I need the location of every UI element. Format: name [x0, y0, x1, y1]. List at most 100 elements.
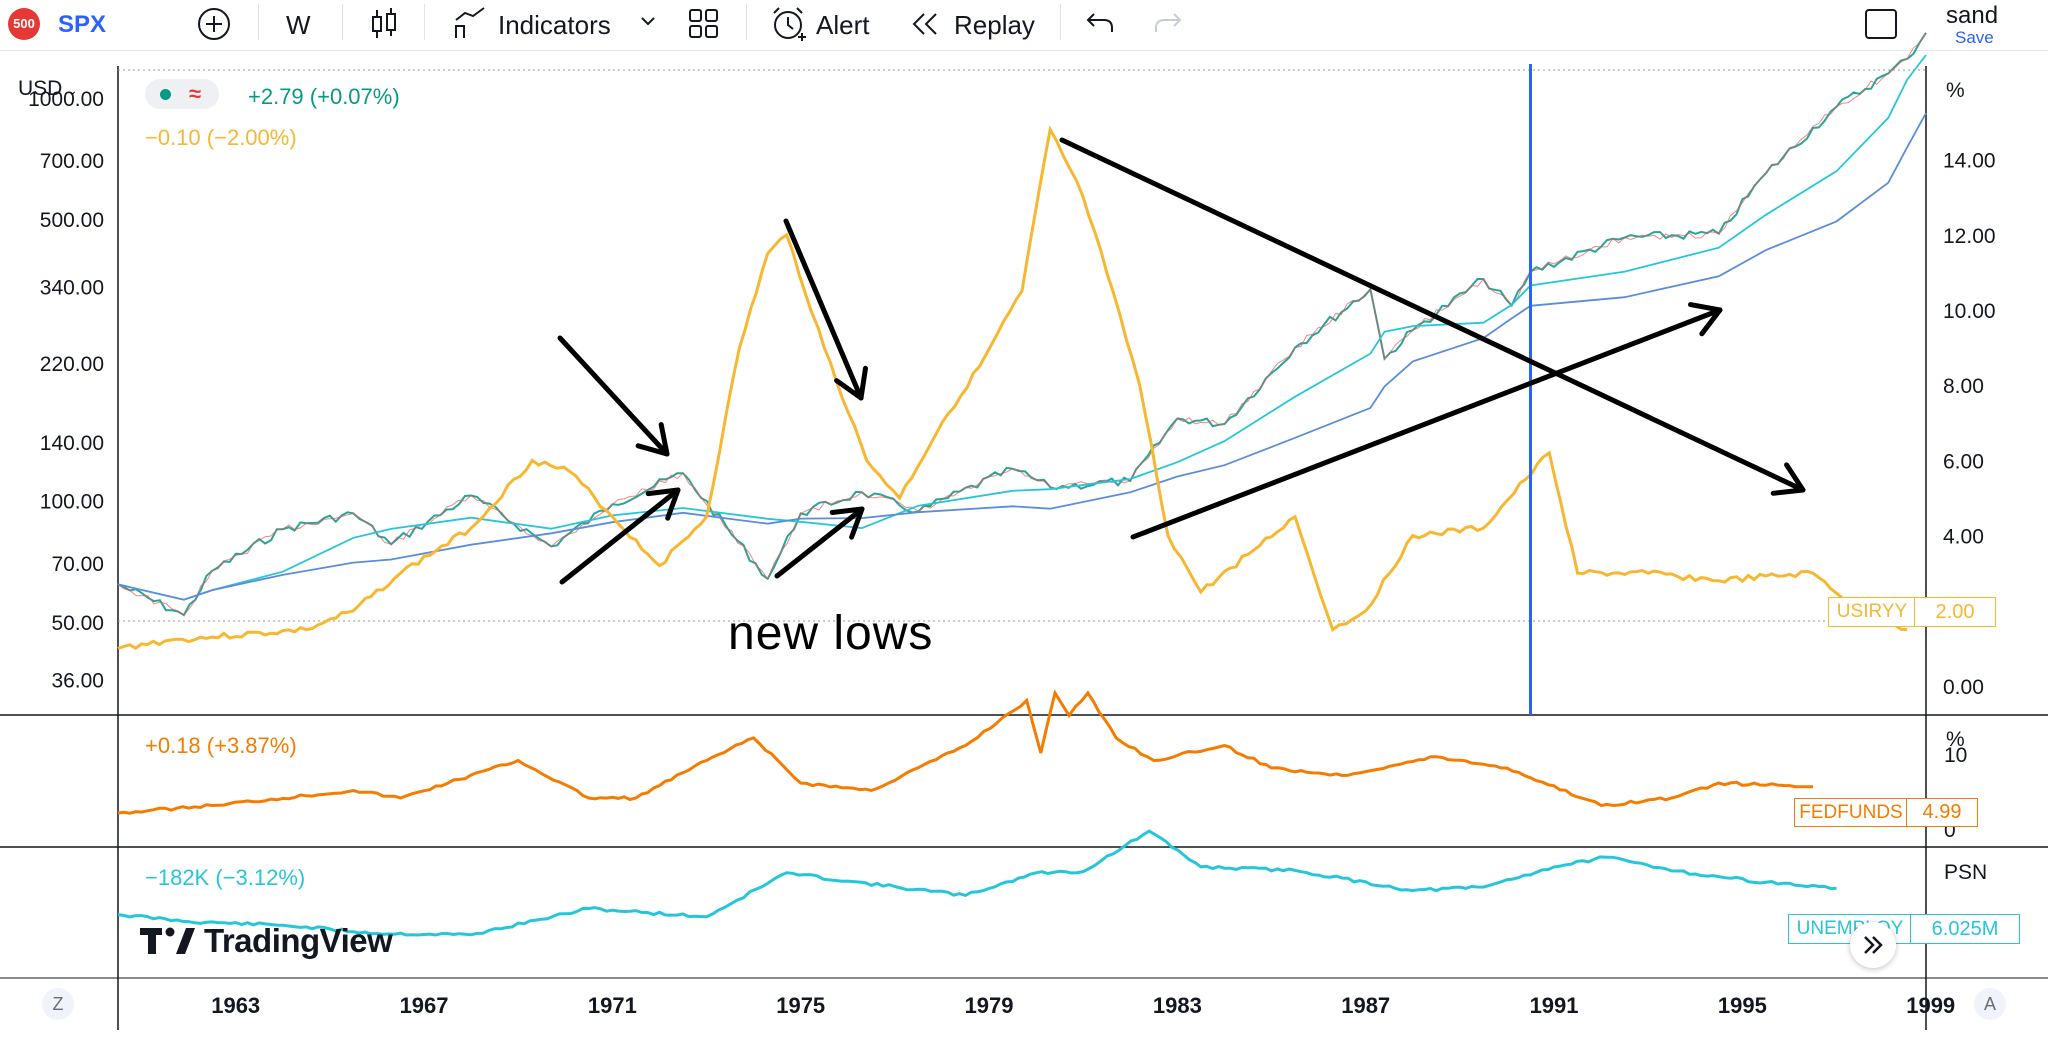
- chevron-down-icon: ⌄: [62, 82, 78, 98]
- undo-icon[interactable]: [1084, 10, 1116, 38]
- annotation-arrow: [783, 218, 864, 401]
- usiryy-tag-value: 2.00: [1935, 601, 1975, 623]
- replay-button[interactable]: Replay: [954, 10, 1035, 40]
- time-axis-tick-label: 1983: [1153, 993, 1202, 1018]
- zoom-z-button[interactable]: Z: [42, 988, 74, 1020]
- candlestick-icon[interactable]: [368, 6, 400, 42]
- chevron-down-icon[interactable]: [640, 16, 656, 28]
- right-axis-tick-label: 4.00: [1943, 526, 1984, 549]
- fedfunds-change: +0.18 (+3.87%): [145, 733, 297, 758]
- unemploy-line: [117, 829, 1837, 937]
- left-axis-tick-label: 50.00: [51, 612, 104, 635]
- unemploy-change: −182K (−3.12%): [145, 865, 306, 890]
- right-axis-tick-label: 8.00: [1943, 375, 1984, 398]
- left-axis-tick-label: 140.00: [40, 432, 104, 455]
- fedfunds-line: [117, 689, 1813, 815]
- annotation-arrow: [559, 487, 681, 585]
- time-axis-tick-label: 1987: [1341, 993, 1390, 1018]
- auto-scale-label: A: [1983, 994, 1996, 1014]
- toolbar-divider: [424, 4, 425, 40]
- legend-toggle[interactable]: ≈: [145, 79, 219, 109]
- compare-add-icon[interactable]: [196, 6, 232, 42]
- left-axis-tick-label: 100.00: [40, 491, 104, 514]
- indicators-icon[interactable]: [452, 6, 488, 42]
- left-axis-tick-label: 700.00: [40, 150, 104, 173]
- layout-grid-icon[interactable]: [688, 8, 720, 40]
- fullscreen-square-icon[interactable]: [1864, 8, 1898, 40]
- time-axis-tick-label: 1975: [776, 993, 825, 1018]
- alarm-clock-icon[interactable]: [768, 5, 808, 43]
- scroll-to-realtime-button[interactable]: [1850, 922, 1896, 968]
- unemploy-tag-value: 6.025M: [1931, 918, 1999, 940]
- double-chevron-right-icon: [1864, 936, 1883, 954]
- right-axis-tick-label: 6.00: [1943, 450, 1984, 473]
- time-axis-tick-label: 1971: [588, 993, 637, 1018]
- usiryy-change: −0.10 (−2.00%): [145, 125, 297, 150]
- usiryy-series-tag: USIRYY: [1828, 597, 1916, 627]
- spx-change: +2.79 (+0.07%): [248, 84, 400, 109]
- redo-icon[interactable]: [1152, 10, 1184, 38]
- currency-label: USD: [18, 77, 63, 100]
- usiryy-line: [117, 125, 1908, 650]
- toolbar-divider: [746, 4, 747, 40]
- status-dot-icon: [160, 89, 171, 100]
- annotation-arrow: [774, 506, 865, 579]
- right-axis-tick-label: 0.00: [1943, 676, 1984, 699]
- right-axis-tick-label: 14.00: [1943, 150, 1996, 173]
- wave-icon: ≈: [189, 81, 202, 106]
- spx-price-line: [117, 32, 1927, 617]
- time-axis-tick-label: 1999: [1906, 993, 1955, 1018]
- currency-selector[interactable]: USD ⌄: [18, 77, 78, 101]
- usiryy-value-tag: 2.00: [1914, 597, 1996, 627]
- main-right-unit: %: [1946, 79, 1965, 102]
- toolbar-divider: [1060, 4, 1061, 40]
- toolbar-divider: [258, 4, 259, 40]
- replay-icon[interactable]: [910, 10, 940, 38]
- annotation-arrow-head: [834, 365, 868, 401]
- symbol-button[interactable]: SPX: [58, 11, 107, 38]
- time-axis-tick-label: 1967: [400, 993, 449, 1018]
- interval-button[interactable]: W: [286, 10, 311, 40]
- symbol-badge: 500: [8, 8, 40, 40]
- left-axis-tick-label: 36.00: [51, 669, 104, 692]
- top-toolbar: 500 SPX W Indicators Alert: [0, 0, 2048, 51]
- time-axis-tick-label: 1991: [1530, 993, 1579, 1018]
- annotation-arrow: [1059, 137, 1806, 493]
- indicators-button[interactable]: Indicators: [498, 10, 611, 40]
- user-name[interactable]: sand: [1946, 2, 1999, 29]
- zoom-z-label: Z: [52, 994, 64, 1014]
- fedfunds-series-tag: FEDFUNDS: [1794, 798, 1908, 827]
- left-axis-tick-label: 500.00: [40, 209, 104, 232]
- annotation-arrow-head: [1770, 462, 1806, 496]
- fedfunds-tag-value: 4.99: [1922, 801, 1962, 823]
- spx-price-line-red: [117, 32, 1927, 616]
- annotation-arrow-head: [1688, 302, 1723, 337]
- save-button[interactable]: Save: [1955, 28, 1994, 47]
- annotation-new-lows: new lows: [728, 607, 934, 660]
- auto-scale-button[interactable]: A: [1974, 988, 2006, 1020]
- annotation-arrow-head: [635, 422, 670, 457]
- left-axis-tick-label: 70.00: [51, 553, 104, 576]
- usiryy-tag-label: USIRYY: [1836, 601, 1908, 622]
- annotation-arrow: [1130, 307, 1723, 540]
- symbol-badge-text: 500: [13, 16, 35, 31]
- left-axis-tick-label: 1000.00: [28, 88, 104, 111]
- unemploy-unit: PSN: [1944, 861, 1988, 884]
- alert-button[interactable]: Alert: [816, 10, 870, 40]
- time-axis-tick-label: 1963: [211, 993, 260, 1018]
- fedfunds-unit: %: [1946, 728, 1965, 751]
- toolbar-divider: [342, 4, 343, 40]
- fedfunds-tag-label: FEDFUNDS: [1799, 802, 1903, 823]
- unemploy-value-tag: 6.025M: [1910, 914, 2020, 944]
- left-axis-tick-label: 340.00: [40, 277, 104, 300]
- spx-short-moving-average: [117, 54, 1927, 601]
- fedfunds-axis-tick-label: 10: [1944, 744, 1967, 767]
- annotation-arrow-head: [829, 506, 865, 540]
- right-axis-tick-label: 12.00: [1943, 225, 1996, 248]
- right-axis-tick-label: 10.00: [1943, 300, 1996, 323]
- annotation-arrow: [557, 335, 670, 457]
- time-axis-tick-label: 1995: [1718, 993, 1767, 1018]
- annotation-arrow-head: [645, 487, 681, 521]
- tradingview-wordmark: TradingView: [204, 922, 393, 959]
